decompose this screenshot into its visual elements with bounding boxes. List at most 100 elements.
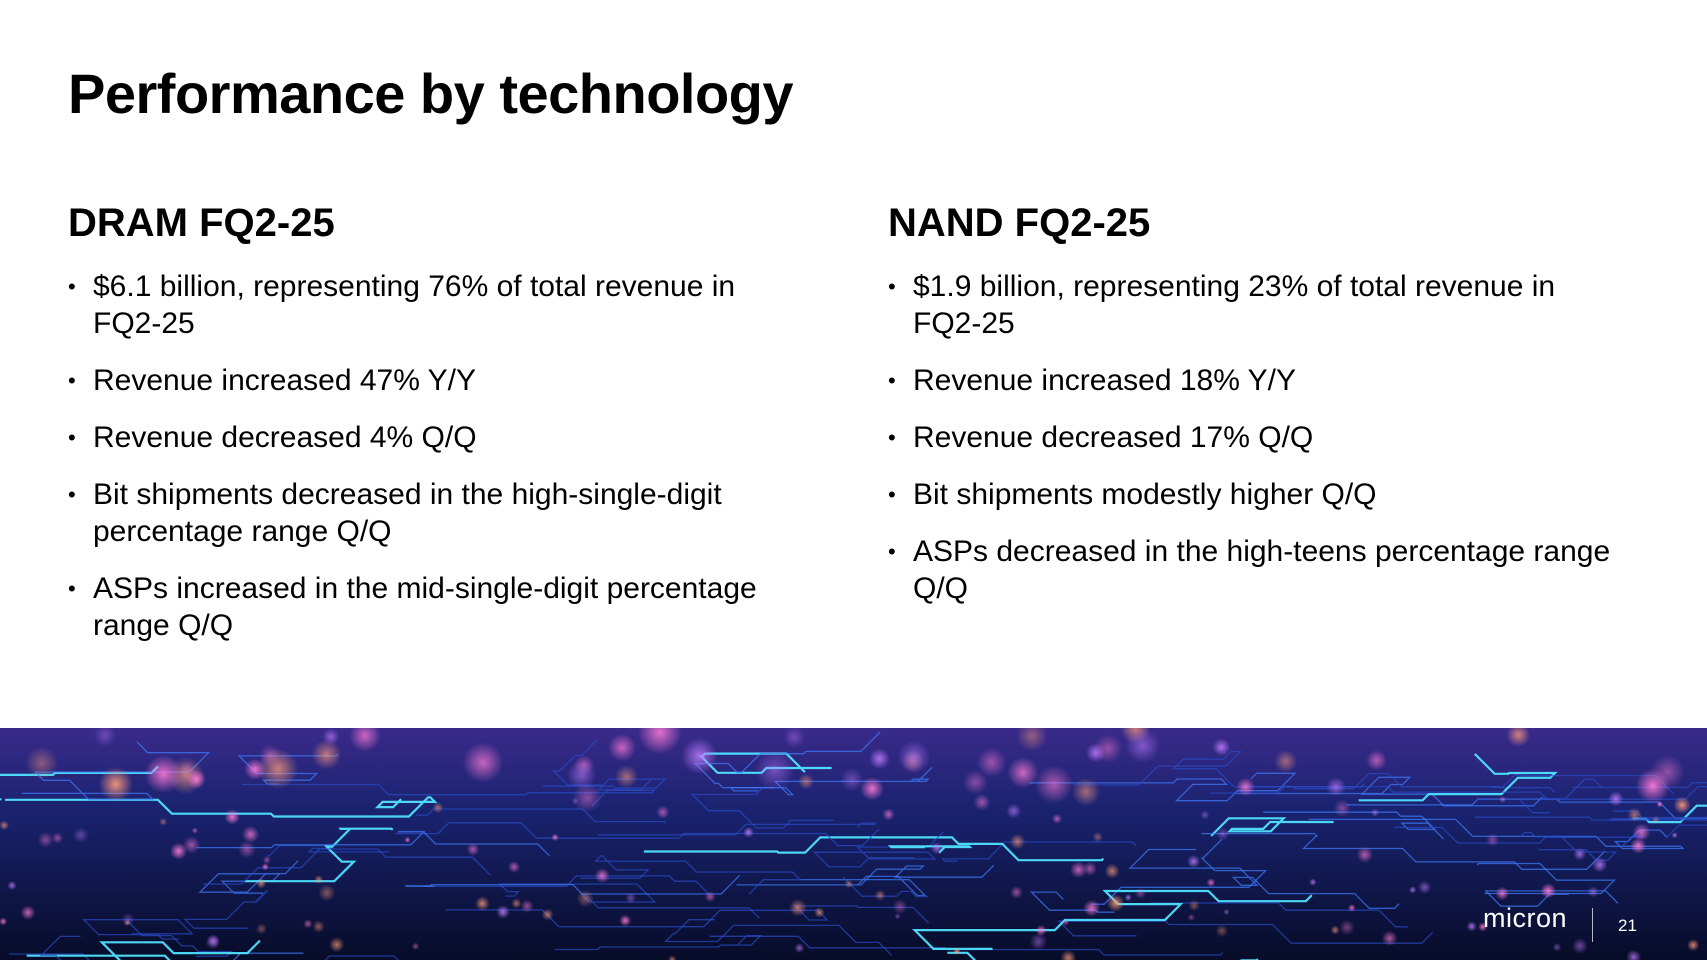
circuit-trace <box>198 860 299 894</box>
glow-dot <box>1106 894 1125 912</box>
circuit-trace <box>947 951 1259 960</box>
circuit-trace <box>1201 832 1606 870</box>
circuit-trace <box>736 864 995 886</box>
circuit-board-banner: micron 21 <box>0 728 1707 960</box>
bullet-item: • $6.1 billion, representing 76% of total… <box>68 268 808 342</box>
glow-dot <box>1070 861 1087 879</box>
slide-title: Performance by technology <box>68 62 794 125</box>
glow-dot <box>1630 837 1647 854</box>
circuit-trace <box>1474 816 1707 821</box>
circuit-trace <box>1610 815 1707 821</box>
glow-dot <box>1333 799 1351 817</box>
glow-dot <box>25 746 59 780</box>
page-number: 21 <box>1618 916 1637 935</box>
glow-dot <box>262 855 271 865</box>
glow-dot <box>656 805 670 819</box>
glow-dot <box>608 733 636 762</box>
glow-dot <box>1506 728 1531 747</box>
glow-dot <box>411 942 420 951</box>
glow-dot <box>594 868 610 884</box>
glow-dot <box>0 820 9 831</box>
glow-dot <box>1007 757 1039 789</box>
circuit-trace <box>244 827 394 883</box>
glow-dot <box>257 748 299 789</box>
glow-dot <box>1330 925 1340 935</box>
glow-dot <box>311 739 342 770</box>
circuit-trace <box>423 875 711 896</box>
glow-dot <box>619 914 632 927</box>
glow-dot <box>159 817 168 826</box>
glow-dot <box>170 842 188 860</box>
glow-dot <box>224 809 240 825</box>
glow-dot <box>794 943 805 953</box>
glow-dot <box>1627 807 1642 822</box>
dram-bullet-list: • $6.1 billion, representing 76% of total… <box>68 268 808 644</box>
bullet-text: Bit shipments decreased in the high-sing… <box>93 478 722 548</box>
nand-heading: NAND FQ2-25 <box>888 201 1151 245</box>
circuit-trace <box>39 935 399 960</box>
glow-dot <box>0 917 8 926</box>
glow-dot <box>930 841 943 855</box>
circuit-trace <box>404 874 741 895</box>
circuit-board-graphic <box>0 728 1707 960</box>
glow-dot <box>1093 734 1123 764</box>
glow-dot <box>466 842 480 856</box>
glow-dot <box>1029 932 1048 951</box>
bullet-glyph: • <box>888 425 896 450</box>
circuit-trace <box>203 848 491 885</box>
glow-dot <box>1326 777 1346 797</box>
glow-dot <box>1206 878 1216 888</box>
bullet-glyph: • <box>68 576 76 601</box>
glow-dot <box>182 836 201 854</box>
bullet-text: Revenue decreased 4% Q/Q <box>93 421 477 454</box>
glow-dot <box>615 765 638 788</box>
glow-dot <box>349 728 381 752</box>
circuit-trace <box>1128 848 1400 909</box>
bullet-item: • Bit shipments decreased in the high-sin… <box>68 476 808 550</box>
glow-dot <box>312 920 325 933</box>
bullet-item: • Revenue increased 18% Y/Y <box>888 362 1628 399</box>
glow-dot <box>1083 899 1101 917</box>
circuit-trace <box>1029 772 1297 802</box>
glow-dot <box>1587 886 1599 898</box>
glow-dot <box>51 832 64 844</box>
glow-dot <box>1309 878 1317 886</box>
glow-dot <box>303 919 313 929</box>
circuit-trace <box>912 889 1313 950</box>
bullet-item: • ASPs increased in the mid-single-digit … <box>68 570 808 644</box>
glow-dot <box>496 905 510 919</box>
glow-dot <box>1371 808 1379 817</box>
glow-dot <box>144 755 183 793</box>
footer-divider <box>1592 908 1593 942</box>
glow-dot <box>571 797 579 805</box>
glow-dot <box>897 740 931 774</box>
glow-dot <box>1062 918 1070 926</box>
glow-dot <box>186 769 206 789</box>
glow-dot <box>572 783 603 813</box>
nand-column: NAND FQ2-25 • $1.9 billion, representing … <box>888 200 1628 627</box>
bullet-glyph: • <box>888 368 896 393</box>
glow-dot <box>1409 886 1417 894</box>
bullet-item: • ASPs decreased in the high-teens percen… <box>888 533 1628 607</box>
bullet-item: • Revenue increased 47% Y/Y <box>68 362 808 399</box>
glow-dot <box>1495 886 1510 901</box>
glow-dot <box>242 825 260 843</box>
glow-dot <box>1572 938 1588 954</box>
glow-dot <box>1124 893 1132 902</box>
glow-dot <box>576 889 595 908</box>
glow-dot <box>1466 921 1477 932</box>
circuit-trace <box>82 919 194 940</box>
circuit-trace <box>887 845 973 854</box>
glow-dot <box>314 875 324 884</box>
circuit-trace <box>690 787 834 829</box>
circuit-trace <box>800 875 927 897</box>
circuit-trace <box>127 921 234 957</box>
glow-dot <box>432 802 444 814</box>
glow-dot <box>953 947 961 955</box>
circuit-trace <box>8 953 90 960</box>
glow-dot <box>743 826 754 838</box>
glow-dot <box>329 937 345 953</box>
glow-dot <box>508 860 520 873</box>
glow-dot <box>98 767 133 802</box>
